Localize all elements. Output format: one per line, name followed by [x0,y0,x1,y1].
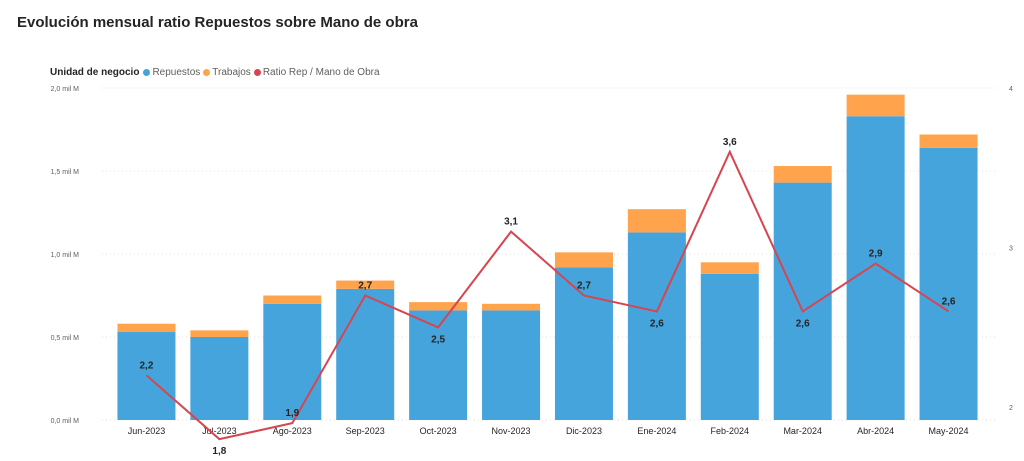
ratio-data-label: 2,7 [577,280,591,291]
legend-item-trabajos[interactable]: Trabajos [203,67,251,78]
y-right-tick-label: 2 [1009,405,1013,412]
x-tick-label: May-2024 [929,426,969,436]
y-left-tick-label: 1,0 mil M [51,252,80,259]
chart-title: Evolución mensual ratio Repuestos sobre … [17,14,418,31]
bar-repuestos [554,267,613,420]
ratio-data-label: 2,6 [796,318,810,329]
legend-marker-trabajos [203,69,211,76]
x-tick-label: Nov-2023 [492,426,531,436]
ratio-line [145,149,950,441]
x-tick-label: Mar-2024 [783,426,822,436]
bar-repuestos [263,303,322,420]
x-tick-label: Jun-2023 [128,426,166,436]
bar-trabajos [409,302,468,311]
ratio-data-label: 1,9 [285,408,299,419]
x-tick-label: Sep-2023 [346,426,385,436]
bar-trabajos [117,323,176,333]
bar-repuestos [482,310,541,420]
ratio-data-label: 2,6 [650,318,664,329]
chart-legend: Unidad de negocio Repuestos Trabajos Rat… [50,67,383,78]
x-tick-label: Jul-2023 [202,426,237,436]
legend-label-repuestos: Repuestos [152,67,201,78]
legend-label-ratio: Ratio Rep / Mano de Obra [262,67,380,78]
bar-repuestos [846,116,905,420]
bar-repuestos [700,273,759,420]
x-tick-label: Oct-2023 [420,426,457,436]
legend-item-repuestos[interactable]: Repuestos [143,67,200,78]
ratio-data-label: 3,1 [504,217,518,228]
bar-trabajos [773,166,832,183]
bar-trabajos [627,209,686,233]
x-tick-label: Abr-2024 [857,426,894,436]
ratio-data-label: 1,8 [212,446,226,457]
bar-repuestos [627,232,686,420]
legend-marker-ratio [253,69,261,76]
legend-label-trabajos: Trabajos [212,67,251,78]
y-right-tick-label: 4 [1009,86,1013,93]
legend-title: Unidad de negocio [50,67,140,78]
bar-repuestos [919,147,978,420]
y-right-tick-label: 3 [1009,246,1013,253]
x-tick-label: Ene-2024 [637,426,676,436]
bar-trabajos [190,330,249,337]
legend-item-ratio[interactable]: Ratio Rep / Mano de Obra [253,67,380,78]
ratio-data-label: 3,6 [723,137,737,148]
bar-trabajos [336,280,395,289]
x-tick-label: Feb-2024 [711,426,750,436]
bar-repuestos [190,337,249,420]
bar-trabajos [263,295,322,304]
legend-marker-repuestos [143,69,151,76]
bar-trabajos [919,134,978,148]
x-tick-label: Ago-2023 [273,426,312,436]
ratio-data-label: 2,9 [869,249,883,260]
ratio-data-label: 2,5 [431,334,445,345]
y-left-tick-label: 0,0 mil M [51,418,80,425]
y-left-tick-label: 0,5 mil M [51,335,80,342]
y-left-tick-label: 2,0 mil M [51,86,80,93]
bar-trabajos [700,262,759,274]
ratio-data-label: 2,6 [942,296,956,307]
bar-repuestos [336,288,395,420]
y-left-tick-label: 1,5 mil M [51,169,80,176]
ratio-data-label: 2,7 [358,280,372,291]
bar-trabajos [482,303,541,311]
bar-repuestos [409,310,468,420]
bar-repuestos [773,182,832,420]
x-tick-label: Dic-2023 [566,426,602,436]
bar-trabajos [554,252,613,268]
ratio-data-label: 2,2 [140,360,154,371]
bar-trabajos [846,94,905,117]
